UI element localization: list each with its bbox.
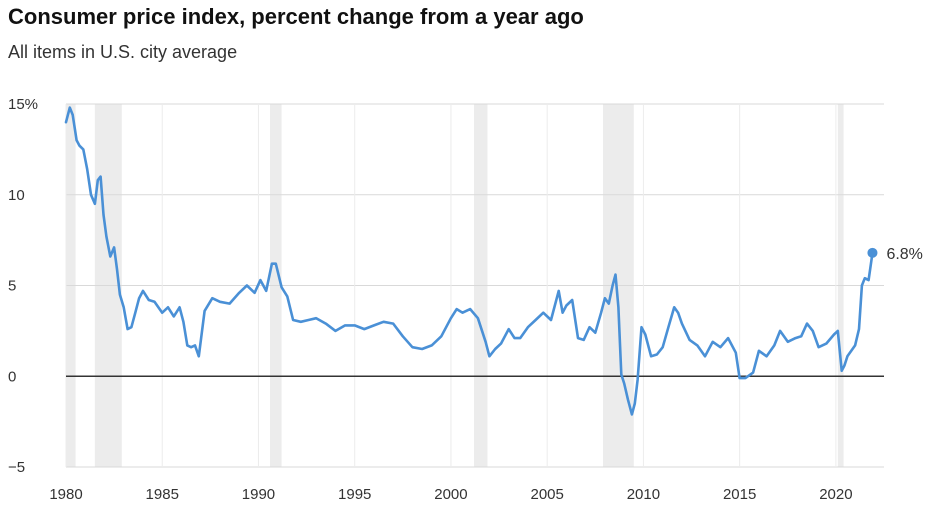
series-group: [64, 106, 874, 416]
gridlines: [65, 103, 884, 468]
chart-title: Consumer price index, percent change fro…: [8, 4, 584, 29]
y-tick-label-0: 15%: [8, 96, 38, 113]
x-tick-label-7: 2015: [723, 486, 756, 503]
y-axis: 15% 10 5 0 −5: [8, 96, 38, 476]
x-tick-label-6: 2010: [627, 486, 660, 503]
y-tick-label-1: 10: [8, 187, 25, 204]
x-tick-label-0: 1980: [49, 486, 82, 503]
y-tick-label-4: −5: [8, 459, 25, 476]
y-tick-label-3: 0: [8, 368, 16, 385]
x-tick-label-5: 2005: [530, 486, 563, 503]
x-axis: 1980 1985 1990 1995 2000 2005 2010 2015 2020: [49, 486, 852, 503]
y-tick-label-2: 5: [8, 278, 16, 295]
x-tick-label-3: 1995: [338, 486, 371, 503]
chart-subtitle: All items in U.S. city average: [8, 42, 238, 62]
x-tick-label-2: 1990: [242, 486, 275, 503]
x-tick-label-8: 2020: [819, 486, 852, 503]
x-tick-label-4: 2000: [434, 486, 467, 503]
x-tick-label-1: 1985: [146, 486, 179, 503]
series-line-0: [64, 106, 874, 416]
latest-value-marker: [867, 247, 878, 258]
latest-value-label: 6.8%: [886, 246, 922, 263]
